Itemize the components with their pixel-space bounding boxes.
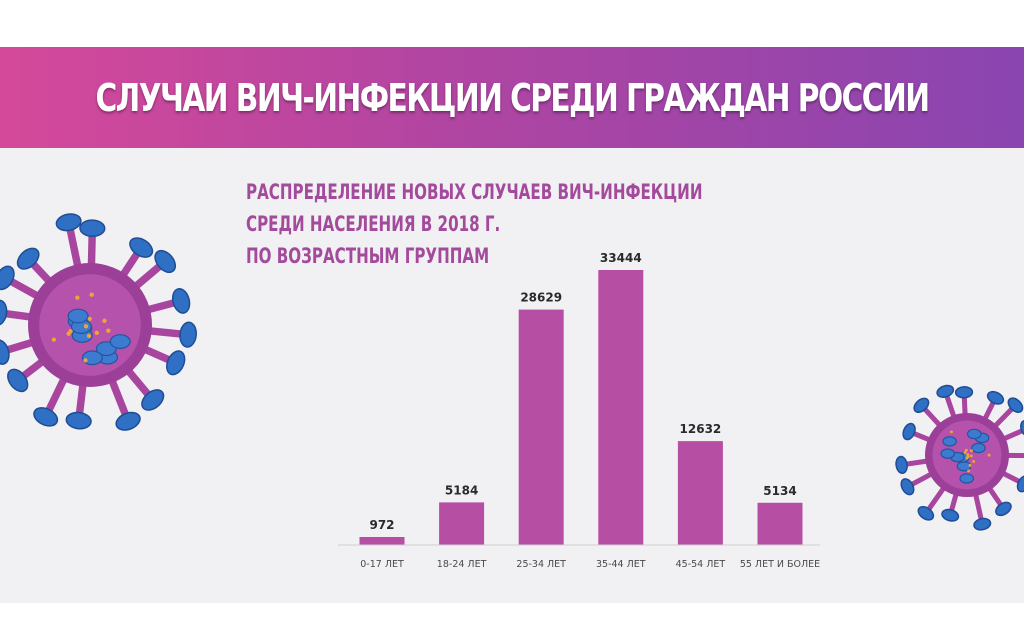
chart-title-line-3: ПО ВОЗРАСТНЫМ ГРУППАМ: [246, 244, 490, 268]
virus-icon: [895, 384, 1024, 531]
chart-title-line-2: СРЕДИ НАСЕЛЕНИЯ В 2018 Г.: [246, 212, 501, 236]
virus-icon: [0, 213, 197, 431]
data-label: 5134: [763, 484, 796, 498]
page-title: СЛУЧАИ ВИЧ-ИНФЕКЦИИ СРЕДИ ГРАЖДАН РОССИИ: [95, 75, 931, 120]
bar: [518, 309, 564, 545]
chart-title-line-1: РАСПРЕДЕЛЕНИЕ НОВЫХ СЛУЧАЕВ ВИЧ-ИНФЕКЦИИ: [246, 180, 703, 204]
bar: [598, 270, 644, 545]
bar: [757, 502, 803, 545]
x-tick-label: 55 ЛЕТ И БОЛЕЕ: [740, 559, 820, 570]
x-tick-label: 45-54 ЛЕТ: [676, 559, 726, 570]
x-tick-label: 0-17 ЛЕТ: [360, 559, 404, 570]
x-tick-label: 25-34 ЛЕТ: [516, 559, 566, 570]
data-label: 5184: [445, 483, 478, 497]
bar: [359, 537, 405, 545]
data-label: 972: [369, 518, 394, 532]
chart-title: РАСПРЕДЕЛЕНИЕ НОВЫХ СЛУЧАЕВ ВИЧ-ИНФЕКЦИИ…: [246, 176, 703, 272]
data-label: 33444: [600, 251, 642, 265]
bar: [677, 441, 723, 545]
data-label: 12632: [680, 422, 722, 436]
bar: [439, 502, 485, 545]
data-label: 28629: [520, 291, 562, 305]
x-tick-label: 18-24 ЛЕТ: [437, 559, 487, 570]
x-tick-label: 35-44 ЛЕТ: [596, 559, 646, 570]
paper-background: [0, 148, 1024, 603]
header-banner: СЛУЧАИ ВИЧ-ИНФЕКЦИИ СРЕДИ ГРАЖДАН РОССИИ: [0, 47, 1024, 148]
